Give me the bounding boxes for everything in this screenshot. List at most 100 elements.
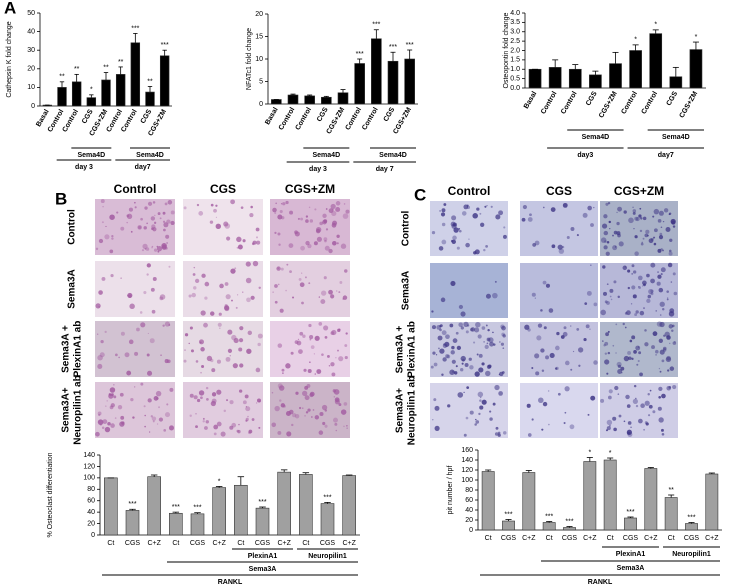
stain bbox=[633, 350, 637, 354]
stain bbox=[271, 391, 274, 394]
stain bbox=[613, 427, 617, 432]
stain bbox=[604, 341, 609, 346]
stain bbox=[644, 233, 649, 238]
stain bbox=[345, 209, 350, 214]
stain bbox=[157, 250, 160, 253]
stain bbox=[344, 269, 348, 273]
y-tick-label: 100 bbox=[461, 477, 473, 484]
stain bbox=[113, 384, 115, 386]
significance: * bbox=[609, 450, 612, 457]
stain bbox=[440, 297, 446, 303]
stain bbox=[336, 242, 339, 245]
bar bbox=[125, 510, 140, 536]
stain bbox=[215, 216, 218, 218]
stain bbox=[445, 334, 450, 340]
stain bbox=[672, 384, 677, 390]
stain bbox=[503, 226, 506, 229]
stain bbox=[450, 280, 456, 286]
stain bbox=[631, 335, 636, 340]
stain bbox=[139, 311, 143, 314]
y-tick-label: 20 bbox=[465, 517, 473, 524]
stain bbox=[650, 292, 654, 296]
stain bbox=[477, 334, 482, 339]
stain bbox=[335, 429, 338, 432]
stain bbox=[218, 312, 222, 316]
significance: * bbox=[634, 37, 637, 44]
stain bbox=[134, 206, 137, 209]
stain bbox=[650, 278, 655, 284]
stain bbox=[658, 417, 664, 423]
stain bbox=[242, 291, 244, 293]
stain bbox=[144, 425, 146, 428]
stain bbox=[111, 234, 114, 238]
stain bbox=[256, 236, 258, 239]
stain bbox=[455, 365, 458, 368]
stain bbox=[334, 422, 338, 426]
stain bbox=[278, 243, 281, 246]
bar bbox=[86, 97, 97, 107]
stain bbox=[307, 243, 312, 249]
stain bbox=[672, 272, 676, 276]
stain bbox=[655, 310, 658, 312]
stain bbox=[457, 392, 464, 398]
stain bbox=[472, 213, 478, 219]
stain bbox=[614, 246, 617, 248]
bar bbox=[371, 38, 382, 105]
stain bbox=[668, 251, 673, 256]
stain bbox=[282, 202, 286, 206]
x-tick-label: Ct bbox=[172, 540, 179, 547]
y-tick-label: 10 bbox=[27, 84, 35, 91]
stain bbox=[339, 281, 343, 284]
stain bbox=[289, 270, 292, 274]
stain bbox=[316, 369, 322, 374]
y-tick-label: 2.0 bbox=[510, 47, 520, 54]
stain bbox=[168, 324, 171, 326]
stain bbox=[587, 413, 590, 416]
stain bbox=[308, 323, 312, 328]
stain bbox=[659, 349, 665, 355]
stain bbox=[237, 244, 243, 250]
stain bbox=[631, 285, 636, 290]
bar bbox=[337, 92, 349, 105]
stain bbox=[224, 305, 230, 311]
stain bbox=[665, 226, 671, 232]
stain bbox=[120, 415, 125, 420]
stain bbox=[333, 417, 338, 423]
stain bbox=[277, 343, 283, 348]
stain bbox=[674, 341, 676, 343]
stain bbox=[527, 217, 533, 222]
x-tick-label: CGS bbox=[255, 540, 271, 547]
stain bbox=[189, 326, 193, 330]
y-tick-label: 0 bbox=[91, 532, 95, 539]
stain bbox=[443, 203, 447, 206]
stain bbox=[272, 291, 274, 293]
stain bbox=[473, 341, 476, 344]
stain bbox=[629, 339, 633, 343]
stain bbox=[494, 384, 500, 391]
stain bbox=[642, 237, 645, 240]
stain bbox=[309, 335, 314, 340]
stain bbox=[229, 355, 231, 357]
stain bbox=[305, 215, 309, 218]
stain bbox=[657, 248, 662, 253]
stain bbox=[632, 398, 638, 404]
stain bbox=[150, 287, 155, 292]
significance: * bbox=[90, 87, 93, 94]
stain bbox=[635, 345, 641, 351]
stain bbox=[143, 290, 147, 295]
stain bbox=[447, 404, 451, 408]
x-tick-label: CGS bbox=[316, 106, 330, 123]
stain bbox=[219, 283, 224, 289]
row-label: Sema3A + bbox=[395, 325, 406, 373]
stain bbox=[235, 306, 238, 309]
group-label: day 7 bbox=[376, 166, 394, 173]
stain bbox=[465, 416, 469, 420]
x-tick-label: Ct bbox=[546, 535, 553, 542]
stain bbox=[479, 405, 484, 410]
stain bbox=[600, 237, 607, 243]
stain bbox=[488, 337, 494, 343]
stain bbox=[563, 422, 566, 425]
stain bbox=[617, 364, 622, 368]
stain bbox=[102, 205, 104, 208]
stain bbox=[658, 395, 661, 399]
